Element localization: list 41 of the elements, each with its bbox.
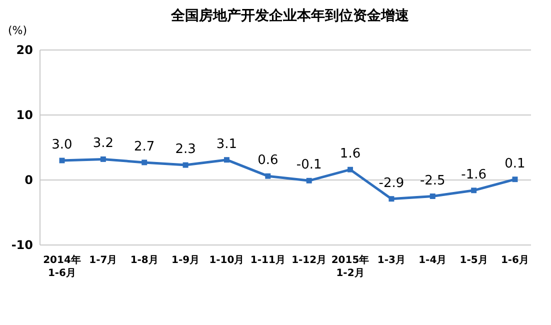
point: [224, 157, 230, 163]
x-tick-label: 1-7月: [89, 255, 118, 266]
y-tick-label: 10: [16, 108, 33, 122]
point: [306, 178, 312, 184]
point: [182, 162, 188, 168]
x-tick-label: 1-8月: [130, 255, 158, 266]
data-label: 3.2: [92, 136, 114, 152]
data-label: 0.6: [258, 153, 278, 168]
data-label: -2.9: [378, 176, 404, 191]
x-tick-label: 1-10月: [209, 255, 244, 266]
x-tick-label: 1-6月: [500, 255, 530, 266]
point: [142, 160, 148, 166]
y-tick-label: 20: [16, 42, 33, 57]
data-label: -0.1: [296, 158, 322, 173]
x-tick-label: 1-12月: [292, 255, 327, 266]
data-label: 3.0: [52, 138, 72, 152]
x-tick-label: 2014年 1-6月: [43, 254, 81, 279]
data-label: 3.1: [216, 136, 238, 152]
x-tick-label: 1-5月: [460, 255, 488, 266]
data-label: -1.6: [461, 167, 487, 182]
y-tick-label: 0: [24, 172, 33, 187]
chart-title: 全国房地产开发企业本年到位资金增速: [170, 7, 410, 24]
data-label: -2.5: [420, 173, 446, 188]
x-tick-label: 1-3月: [377, 255, 406, 266]
point: [265, 173, 271, 179]
point: [471, 188, 477, 194]
point: [348, 166, 354, 172]
data-label: 2.3: [175, 142, 196, 158]
point: [100, 156, 106, 162]
x-tick-label: 1-9月: [172, 255, 200, 266]
point: [512, 176, 518, 182]
point: [430, 194, 436, 199]
y-axis-title: (%): [8, 24, 28, 37]
data-label: 0.1: [504, 156, 526, 172]
x-tick-label: 2015年 1-2月: [331, 254, 370, 279]
point: [388, 196, 394, 202]
x-tick-label: 1-11月: [250, 255, 286, 266]
data-label: 2.7: [134, 139, 155, 154]
x-tick-label: 1-4月: [418, 255, 447, 266]
y-tick-label: -10: [11, 238, 33, 252]
data-label: 1.6: [340, 146, 361, 162]
